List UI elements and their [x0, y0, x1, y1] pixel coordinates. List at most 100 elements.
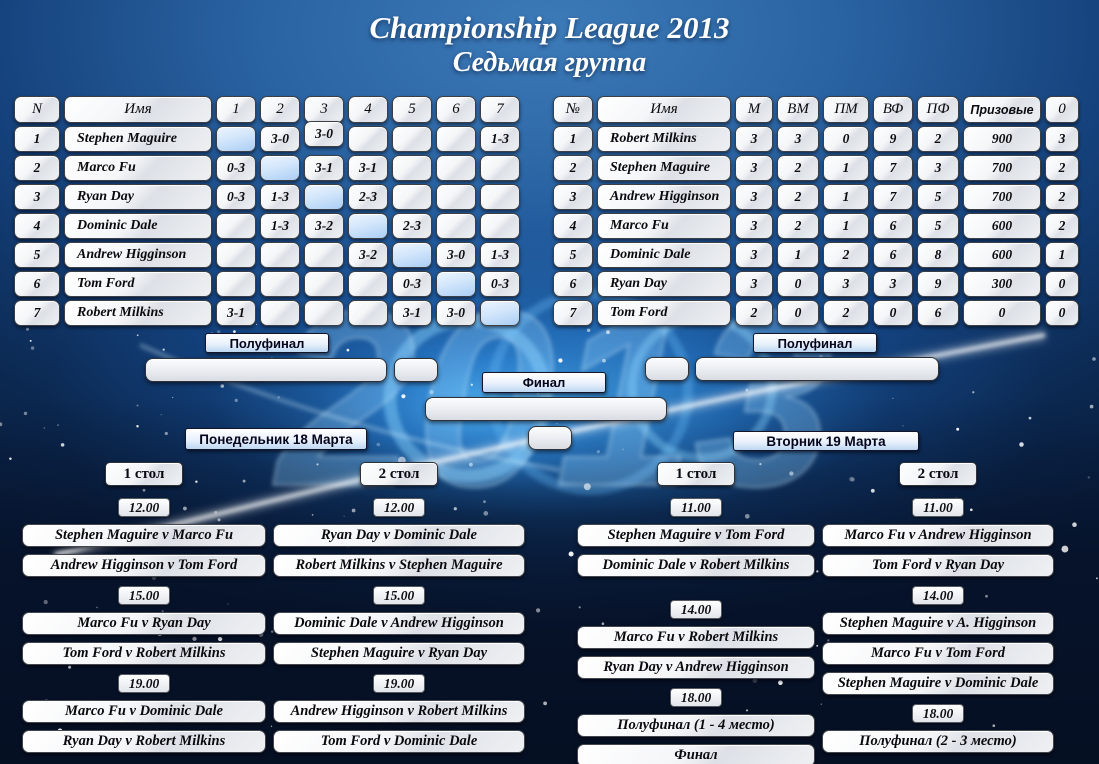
results-player-name: Tom Ford [64, 271, 212, 297]
standings-rank: 5 [553, 242, 593, 268]
standings-value: 1 [1045, 242, 1079, 268]
results-score-cell [480, 213, 520, 239]
results-score-cell [392, 155, 432, 181]
match-bar: Stephen Maguire v Marco Fu [22, 524, 266, 547]
match-bar: Tom Ford v Robert Milkins [22, 642, 266, 665]
results-score-cell [392, 126, 432, 152]
standings-header-cell: ВФ [873, 96, 913, 123]
standings-value: 2 [777, 213, 819, 239]
standings-value: 0 [1045, 300, 1079, 326]
time-chip: 19.00 [372, 674, 426, 693]
monday-table1-column: 1 стол 12.00 Stephen Maguire v Marco Fu An… [22, 462, 266, 753]
results-score-cell [436, 126, 476, 152]
results-score-cell: 1-3 [480, 242, 520, 268]
results-score-cell [260, 300, 300, 326]
results-self-cell [260, 155, 300, 181]
schedule-block: 12.00 Stephen Maguire v Marco Fu Andrew Hi… [22, 498, 266, 577]
results-score-cell: 0-3 [216, 184, 256, 210]
match-bar: Marco Fu v Dominic Dale [22, 700, 266, 723]
standings-rank: 7 [553, 300, 593, 326]
results-player-name: Marco Fu [64, 155, 212, 181]
schedule-block: 18.00 Полуфинал (1 - 4 место) Финал [577, 688, 815, 764]
results-score-cell: 3-0 [260, 126, 300, 152]
results-score-cell [436, 213, 476, 239]
standings-value: 900 [963, 126, 1041, 152]
results-score-cell: 0-3 [480, 271, 520, 297]
standings-header-cell: № [553, 96, 593, 123]
time-chip: 11.00 [912, 498, 964, 517]
results-row-number: 4 [14, 213, 60, 239]
schedule-block: 18.00 Полуфинал (2 - 3 место) [822, 704, 1054, 753]
standings-value: 2 [823, 242, 869, 268]
results-player-name: Ryan Day [64, 184, 212, 210]
standings-value: 6 [917, 300, 959, 326]
schedule-block: 15.00 Marco Fu v Ryan Day Tom Ford v Rober… [22, 586, 266, 665]
standings-value: 1 [777, 242, 819, 268]
standings-value: 5 [917, 184, 959, 210]
standings-value: 7 [873, 155, 913, 181]
time-chip: 15.00 [117, 586, 171, 605]
results-header-cell: 4 [348, 96, 388, 123]
results-header-cell: Имя [64, 96, 212, 123]
results-header-cell: 7 [480, 96, 520, 123]
results-score-cell: 3-2 [304, 213, 344, 239]
standings-player-name: Marco Fu [597, 213, 731, 239]
standings-value: 2 [823, 300, 869, 326]
match-bar: Marco Fu v Ryan Day [22, 612, 266, 635]
results-score-cell [304, 271, 344, 297]
standings-value: 2 [777, 155, 819, 181]
results-score-cell: 1-3 [480, 126, 520, 152]
match-bar: Stephen Maguire v Ryan Day [273, 642, 525, 665]
standings-rank: 2 [553, 155, 593, 181]
results-row-number: 7 [14, 300, 60, 326]
standings-value: 3 [735, 213, 773, 239]
standings-rank: 3 [553, 184, 593, 210]
final-score-slot [528, 426, 572, 450]
match-bar: Tom Ford v Ryan Day [822, 554, 1054, 577]
standings-value: 3 [777, 126, 819, 152]
match-bar: Marco Fu v Andrew Higginson [822, 524, 1054, 547]
standings-value: 2 [1045, 155, 1079, 181]
match-bar: Tom Ford v Dominic Dale [273, 730, 525, 753]
standings-value: 9 [917, 271, 959, 297]
results-score-cell [348, 300, 388, 326]
schedule-block: 19.00 Marco Fu v Dominic Dale Ryan Day v R… [22, 674, 266, 753]
standings-value: 0 [777, 271, 819, 297]
table-label: 2 стол [898, 462, 978, 486]
results-score-cell [392, 184, 432, 210]
results-score-cell: 0-3 [216, 155, 256, 181]
title-line-2: Седьмая группа [452, 47, 647, 78]
standings-value: 2 [735, 300, 773, 326]
match-bar: Stephen Maguire v Tom Ford [577, 524, 815, 547]
time-chip: 12.00 [117, 498, 171, 517]
results-score-cell: 3-0 [304, 121, 344, 147]
standings-value: 2 [1045, 213, 1079, 239]
time-chip: 18.00 [669, 688, 723, 707]
results-table: N Имя 1 2 3 4 5 6 7 1 Stephen Maguire 3-0 3-0 1-3 2 Mar… [14, 96, 520, 326]
match-bar: Stephen Maguire v A. Higginson [822, 612, 1054, 635]
standings-value: 3 [1045, 126, 1079, 152]
match-bar: Stephen Maguire v Dominic Dale [822, 672, 1054, 695]
match-bar: Ryan Day v Robert Milkins [22, 730, 266, 753]
standings-value: 1 [823, 184, 869, 210]
time-chip: 18.00 [911, 704, 965, 723]
results-row-number: 5 [14, 242, 60, 268]
semifinal-left-score-slot [394, 358, 438, 382]
standings-value: 0 [823, 126, 869, 152]
standings-player-name: Tom Ford [597, 300, 731, 326]
results-row-number: 2 [14, 155, 60, 181]
time-chip: 15.00 [372, 586, 426, 605]
standings-header-cell: М [735, 96, 773, 123]
standings-value: 1 [823, 155, 869, 181]
schedule-block: 14.00 Marco Fu v Robert Milkins Ryan Day v… [577, 600, 815, 679]
results-score-cell [216, 271, 256, 297]
time-chip: 14.00 [669, 600, 723, 619]
tuesday-table1-column: 1 стол 11.00 Stephen Maguire v Tom Ford Do… [577, 462, 815, 764]
standings-value: 6 [873, 242, 913, 268]
standings-value: 5 [917, 213, 959, 239]
match-bar: Полуфинал (2 - 3 место) [822, 730, 1054, 753]
match-bar: Marco Fu v Robert Milkins [577, 626, 815, 649]
standings-value: 3 [735, 155, 773, 181]
results-score-cell: 3-1 [348, 155, 388, 181]
